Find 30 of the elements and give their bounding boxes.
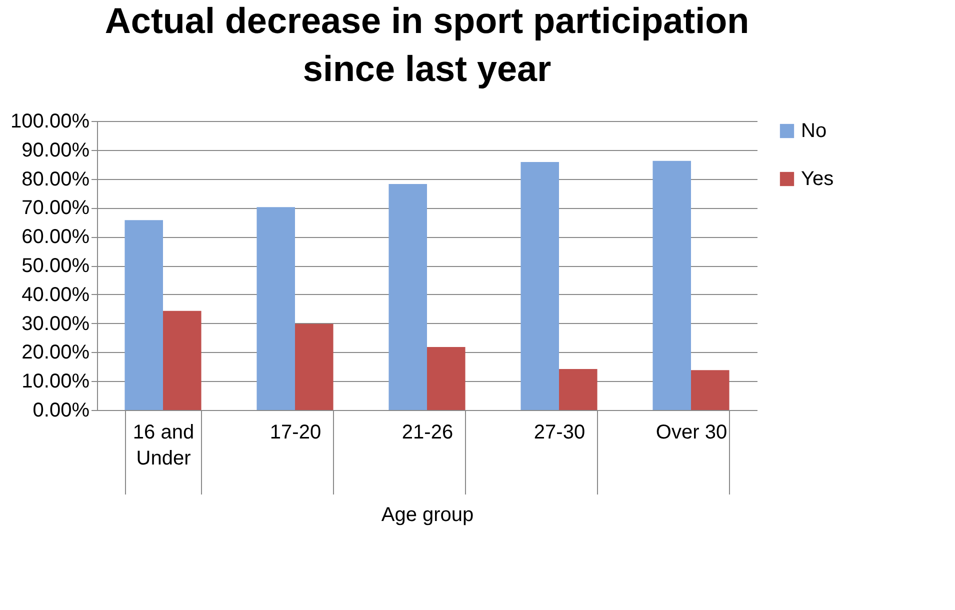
bar [652,160,691,410]
y-tick-label: 30.00% [22,312,90,335]
y-tick-label: 10.00% [22,370,90,393]
x-tick-label: 17-20 [270,422,322,444]
x-axis-title: Age group [381,504,474,526]
y-tick-label: 90.00% [22,139,90,162]
bar [427,347,466,410]
y-tick-label: 40.00% [22,284,90,306]
y-tick-label: 60.00% [22,226,90,248]
y-tick-label: 20.00% [22,342,90,364]
bar [163,310,202,410]
bar [295,324,334,410]
x-tick-label: 27-30 [534,422,586,444]
bar [691,370,730,410]
y-tick-label: 0.00% [32,400,90,422]
legend-label: No [801,120,827,142]
x-tick-label: 16 and Under [132,422,194,470]
legend-label: Yes [801,168,834,190]
bar [124,220,163,410]
bar [559,368,598,410]
y-tick-label: 70.00% [22,197,90,220]
bar [256,207,295,410]
x-tick-label: 21-26 [402,422,454,444]
chart-title: Actual decrease in sport participation since last year [104,0,750,89]
y-tick-label: 50.00% [22,255,90,277]
x-tick-label: Over 30 [656,422,728,444]
bar [520,162,559,410]
y-tick-label: 100.00% [10,110,90,132]
y-tick-label: 80.00% [22,168,90,190]
bar [388,184,427,410]
